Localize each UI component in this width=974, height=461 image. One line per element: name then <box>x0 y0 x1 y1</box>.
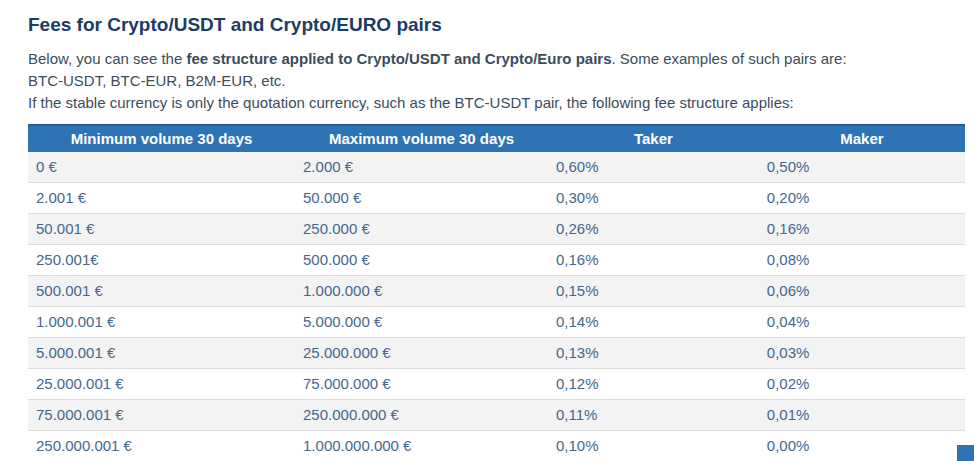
table-cell: 0,00% <box>759 431 965 461</box>
table-cell: 25.000.000 € <box>295 338 548 369</box>
table-row: 1.000.001 €5.000.000 €0,14%0,04% <box>28 307 965 338</box>
table-cell: 0,03% <box>759 338 965 369</box>
table-cell: 1.000.000.000 € <box>295 431 548 461</box>
page-title: Fees for Crypto/USDT and Crypto/EURO pai… <box>28 14 965 36</box>
table-cell: 0 € <box>28 152 295 183</box>
table-cell: 250.000.000 € <box>295 400 548 431</box>
table-cell: 0,16% <box>548 245 759 276</box>
table-row: 5.000.001 €25.000.000 €0,13%0,03% <box>28 338 965 369</box>
table-cell: 50.000 € <box>295 183 548 214</box>
intro-text: Below, you can see the <box>28 50 186 67</box>
table-cell: 0,60% <box>548 152 759 183</box>
table-cell: 0,50% <box>759 152 965 183</box>
table-cell: 250.001€ <box>28 245 295 276</box>
intro-paragraph: Below, you can see the fee structure app… <box>28 48 965 114</box>
table-cell: 500.000 € <box>295 245 548 276</box>
corner-widget-fragment <box>957 445 974 461</box>
table-cell: 250.000 € <box>295 214 548 245</box>
table-cell: 0,04% <box>759 307 965 338</box>
table-row: 0 €2.000 €0,60%0,50% <box>28 152 965 183</box>
table-row: 250.001€500.000 €0,16%0,08% <box>28 245 965 276</box>
table-cell: 0,15% <box>548 276 759 307</box>
table-row: 250.000.001 €1.000.000.000 €0,10%0,00% <box>28 431 965 461</box>
table-header-row: Minimum volume 30 days Maximum volume 30… <box>28 125 965 152</box>
table-cell: 0,30% <box>548 183 759 214</box>
table-cell: 0,12% <box>548 369 759 400</box>
table-row: 25.000.001 €75.000.000 €0,12%0,02% <box>28 369 965 400</box>
fees-table: Minimum volume 30 days Maximum volume 30… <box>28 124 965 461</box>
table-cell: 75.000.000 € <box>295 369 548 400</box>
intro-condition-text: If the stable currency is only the quota… <box>28 94 794 111</box>
intro-bold-text: fee structure applied to Crypto/USDT and… <box>186 50 611 67</box>
table-cell: 25.000.001 € <box>28 369 295 400</box>
table-row: 2.001 €50.000 €0,30%0,20% <box>28 183 965 214</box>
intro-text-after: . Some examples of such pairs are: <box>612 50 847 67</box>
col-header-min-volume: Minimum volume 30 days <box>28 125 295 152</box>
table-cell: 0,02% <box>759 369 965 400</box>
col-header-max-volume: Maximum volume 30 days <box>295 125 548 152</box>
table-cell: 5.000.001 € <box>28 338 295 369</box>
table-cell: 5.000.000 € <box>295 307 548 338</box>
table-cell: 0,11% <box>548 400 759 431</box>
table-cell: 0,14% <box>548 307 759 338</box>
table-cell: 2.001 € <box>28 183 295 214</box>
table-row: 75.000.001 €250.000.000 €0,11%0,01% <box>28 400 965 431</box>
table-row: 50.001 €250.000 €0,26%0,16% <box>28 214 965 245</box>
table-cell: 0,26% <box>548 214 759 245</box>
col-header-maker: Maker <box>759 125 965 152</box>
table-cell: 0,20% <box>759 183 965 214</box>
table-cell: 0,13% <box>548 338 759 369</box>
table-cell: 500.001 € <box>28 276 295 307</box>
table-row: 500.001 €1.000.000 €0,15%0,06% <box>28 276 965 307</box>
col-header-taker: Taker <box>548 125 759 152</box>
table-cell: 50.001 € <box>28 214 295 245</box>
fees-page: Fees for Crypto/USDT and Crypto/EURO pai… <box>0 0 974 461</box>
table-cell: 250.000.001 € <box>28 431 295 461</box>
table-cell: 0,08% <box>759 245 965 276</box>
table-cell: 0,16% <box>759 214 965 245</box>
intro-pair-examples: BTC-USDT, BTC-EUR, B2M-EUR, etc. <box>28 72 286 89</box>
table-cell: 0,01% <box>759 400 965 431</box>
table-cell: 1.000.000 € <box>295 276 548 307</box>
table-cell: 1.000.001 € <box>28 307 295 338</box>
table-cell: 0,10% <box>548 431 759 461</box>
table-cell: 0,06% <box>759 276 965 307</box>
table-cell: 75.000.001 € <box>28 400 295 431</box>
table-cell: 2.000 € <box>295 152 548 183</box>
